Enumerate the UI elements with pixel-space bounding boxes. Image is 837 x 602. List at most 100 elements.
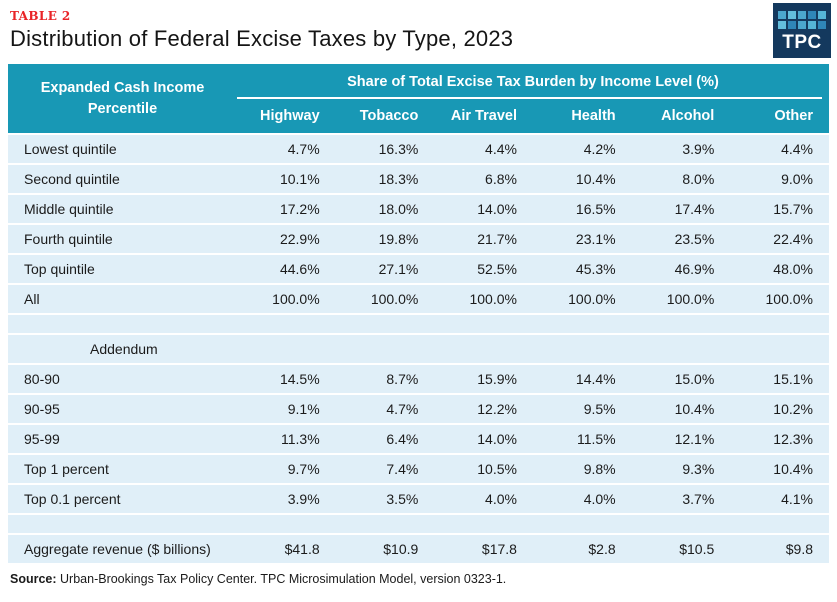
cell-value: 4.0% bbox=[532, 485, 632, 513]
logo-square bbox=[778, 10, 786, 19]
cell-value: 11.5% bbox=[532, 425, 632, 453]
cell-value: 100.0% bbox=[730, 285, 829, 313]
cell-value: 12.3% bbox=[730, 425, 829, 453]
cell-value: 4.7% bbox=[335, 395, 435, 423]
cell-value: 4.4% bbox=[730, 135, 829, 163]
cell-value bbox=[730, 315, 829, 333]
cell-value: 10.4% bbox=[730, 455, 829, 483]
cell-value: 14.0% bbox=[434, 425, 533, 453]
cell-value: $10.5 bbox=[631, 535, 731, 563]
column-header: Air Travel bbox=[450, 108, 517, 124]
cell-value: $2.8 bbox=[532, 535, 632, 563]
cell-value bbox=[730, 515, 829, 533]
cell-value: 10.2% bbox=[730, 395, 829, 423]
cell-value bbox=[631, 315, 731, 333]
cell-value: 3.5% bbox=[335, 485, 435, 513]
data-table: Lowest quintile 4.7% 16.3% 4.4% 4.2% 3.9% 4.4%… bbox=[8, 133, 829, 565]
table-row: Lowest quintile 4.7% 16.3% 4.4% 4.2% 3.9% 4.4% bbox=[8, 135, 829, 163]
cell-value: 100.0% bbox=[237, 285, 336, 313]
logo-square bbox=[818, 20, 826, 29]
table-row: 95-99 11.3% 6.4% 14.0% 11.5% 12.1% 12.3% bbox=[8, 425, 829, 453]
cell-value: 18.3% bbox=[335, 165, 435, 193]
header-divider bbox=[237, 97, 822, 99]
column-headers: Highway Tobacco Air Travel Health Alcohol Oth… bbox=[237, 99, 829, 133]
table-row: 90-95 9.1% 4.7% 12.2% 9.5% 10.4% 10.2% bbox=[8, 395, 829, 423]
cell-value bbox=[730, 335, 829, 363]
cell-value: 6.4% bbox=[335, 425, 435, 453]
cell-value: 14.5% bbox=[237, 365, 336, 393]
table-row: 80-90 14.5% 8.7% 15.9% 14.4% 15.0% 15.1% bbox=[8, 365, 829, 393]
cell-value: 27.1% bbox=[335, 255, 435, 283]
cell-value bbox=[237, 335, 336, 363]
logo-square bbox=[788, 20, 796, 29]
table-body: Lowest quintile 4.7% 16.3% 4.4% 4.2% 3.9% 4.4%… bbox=[8, 135, 829, 563]
cell-value: 9.1% bbox=[237, 395, 336, 423]
cell-value: 21.7% bbox=[434, 225, 533, 253]
cell-value: 9.5% bbox=[532, 395, 632, 423]
cell-value: 14.0% bbox=[434, 195, 533, 223]
cell-value: 52.5% bbox=[434, 255, 533, 283]
cell-value: 4.1% bbox=[730, 485, 829, 513]
cell-value bbox=[335, 515, 435, 533]
cell-value: 9.7% bbox=[237, 455, 336, 483]
logo-square bbox=[798, 20, 806, 29]
column-group: Share of Total Excise Tax Burden by Inco… bbox=[237, 64, 829, 133]
cell-value: 100.0% bbox=[631, 285, 731, 313]
cell-value: $10.9 bbox=[335, 535, 435, 563]
spacer-row bbox=[8, 515, 829, 533]
cell-value bbox=[631, 335, 731, 363]
cell-value bbox=[631, 515, 731, 533]
cell-value: 17.2% bbox=[237, 195, 336, 223]
cell-value: 19.8% bbox=[335, 225, 435, 253]
cell-value: 18.0% bbox=[335, 195, 435, 223]
cell-value bbox=[335, 315, 435, 333]
logo-square bbox=[808, 10, 816, 19]
logo-grid bbox=[778, 10, 826, 29]
cell-value: 11.3% bbox=[237, 425, 336, 453]
cell-value: 14.4% bbox=[532, 365, 632, 393]
row-label: Top quintile bbox=[8, 255, 237, 283]
cell-value: 6.8% bbox=[434, 165, 533, 193]
cell-value: 16.3% bbox=[335, 135, 435, 163]
row-label: Top 0.1 percent bbox=[8, 485, 237, 513]
cell-value: 22.9% bbox=[237, 225, 336, 253]
table-row: All 100.0% 100.0% 100.0% 100.0% 100.0% 100.0% bbox=[8, 285, 829, 313]
cell-value: 100.0% bbox=[532, 285, 632, 313]
cell-value: 4.2% bbox=[532, 135, 632, 163]
logo-square bbox=[798, 10, 806, 19]
cell-value: $9.8 bbox=[730, 535, 829, 563]
row-label: Aggregate revenue ($ billions) bbox=[8, 535, 237, 563]
table-number: TABLE 2 bbox=[10, 9, 71, 23]
cell-value: 17.4% bbox=[631, 195, 731, 223]
table-row: Second quintile 10.1% 18.3% 6.8% 10.4% 8.0% 9.… bbox=[8, 165, 829, 193]
source-text: Urban-Brookings Tax Policy Center. TPC M… bbox=[56, 572, 507, 586]
column-group-header: Share of Total Excise Tax Burden by Inco… bbox=[347, 74, 719, 90]
cell-value: 100.0% bbox=[335, 285, 435, 313]
cell-value: 12.1% bbox=[631, 425, 731, 453]
row-label: Addendum bbox=[8, 335, 237, 363]
table-row: Fourth quintile 22.9% 19.8% 21.7% 23.1% 23.5%… bbox=[8, 225, 829, 253]
row-label: Fourth quintile bbox=[8, 225, 237, 253]
table-header: Expanded Cash Income Percentile Share of… bbox=[8, 64, 829, 133]
cell-value bbox=[237, 515, 336, 533]
row-label: All bbox=[8, 285, 237, 313]
row-group-header: Expanded Cash Income Percentile bbox=[40, 80, 205, 117]
cell-value: 16.5% bbox=[532, 195, 632, 223]
cell-value: 4.4% bbox=[434, 135, 533, 163]
cell-value: 15.7% bbox=[730, 195, 829, 223]
cell-value: 3.7% bbox=[631, 485, 731, 513]
cell-value bbox=[434, 335, 533, 363]
figure-page: TABLE 2 Distribution of Federal Excise T… bbox=[8, 3, 831, 586]
table-row: Middle quintile 17.2% 18.0% 14.0% 16.5% 17.4%… bbox=[8, 195, 829, 223]
table-row: Top quintile 44.6% 27.1% 52.5% 45.3% 46.9% 48.… bbox=[8, 255, 829, 283]
logo-square bbox=[788, 10, 796, 19]
cell-value: 10.4% bbox=[532, 165, 632, 193]
source-note: Source: Urban-Brookings Tax Policy Cente… bbox=[10, 572, 829, 586]
column-header: Alcohol bbox=[661, 108, 715, 124]
cell-value: $41.8 bbox=[237, 535, 336, 563]
row-label: 80-90 bbox=[8, 365, 237, 393]
cell-value: 10.4% bbox=[631, 395, 731, 423]
cell-value: $17.8 bbox=[434, 535, 533, 563]
cell-value: 100.0% bbox=[434, 285, 533, 313]
column-header: Other bbox=[774, 108, 813, 124]
